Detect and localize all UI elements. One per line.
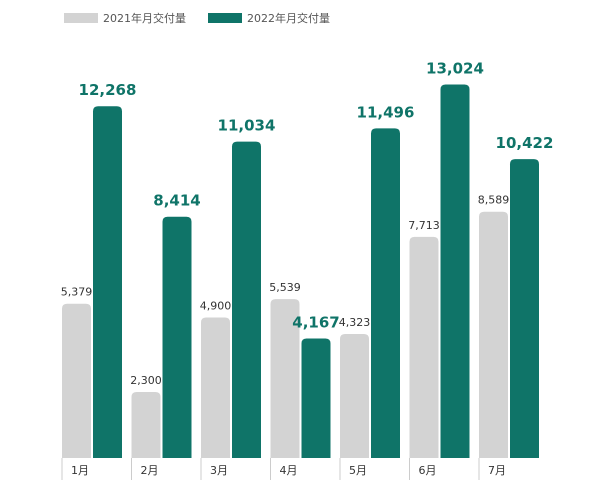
bar-2021 bbox=[131, 392, 161, 458]
data-label-2022: 13,024 bbox=[426, 60, 484, 78]
bar-2021 bbox=[201, 317, 230, 458]
legend-label-1: 2021年月交付量 bbox=[103, 11, 186, 25]
legend: 2021年月交付量 2022年月交付量 bbox=[64, 11, 330, 25]
x-tick-label: 5月 bbox=[349, 464, 367, 477]
data-label-2021: 4,900 bbox=[200, 299, 232, 312]
data-labels: 5,379 2,300 4,900 5,539 4,323 7,713 8,589 12,26… bbox=[61, 60, 554, 388]
bar-2022 bbox=[232, 141, 261, 459]
bar-2022 bbox=[510, 159, 539, 458]
bars bbox=[62, 84, 539, 459]
data-label-2022: 4,167 bbox=[292, 314, 339, 332]
x-tick-label: 6月 bbox=[419, 464, 437, 477]
x-tick-label: 2月 bbox=[141, 464, 159, 477]
bar-2022 bbox=[301, 338, 331, 458]
bar-2021 bbox=[270, 299, 300, 458]
data-label-2022: 11,496 bbox=[357, 103, 415, 121]
bar-2022 bbox=[371, 128, 400, 458]
legend-swatch-2 bbox=[208, 13, 242, 23]
data-label-2021: 2,300 bbox=[130, 374, 162, 387]
data-label-2021: 5,539 bbox=[269, 281, 301, 294]
x-tick-label: 3月 bbox=[210, 464, 228, 477]
bar-2022 bbox=[162, 216, 192, 458]
data-label-2022: 12,268 bbox=[79, 81, 137, 99]
bar-2021 bbox=[409, 236, 439, 458]
bar-2021 bbox=[62, 303, 91, 458]
x-tick-label: 4月 bbox=[280, 464, 298, 477]
bar-2021 bbox=[479, 211, 508, 458]
data-label-2022: 10,422 bbox=[496, 134, 554, 152]
bar-2022 bbox=[93, 106, 122, 459]
category-separators bbox=[61, 458, 480, 480]
data-label-2021: 4,323 bbox=[339, 316, 371, 329]
data-label-2022: 11,034 bbox=[218, 117, 276, 135]
bar-2021 bbox=[340, 334, 369, 458]
data-label-2021: 5,379 bbox=[61, 286, 93, 299]
bar-2022 bbox=[440, 84, 470, 459]
x-axis-tick-labels: 1月 2月 3月 4月 5月 6月 7月 bbox=[71, 464, 506, 477]
data-label-2021: 7,713 bbox=[408, 219, 440, 232]
legend-label-2: 2022年月交付量 bbox=[247, 11, 330, 25]
x-tick-label: 7月 bbox=[488, 464, 506, 477]
data-label-2022: 8,414 bbox=[153, 192, 200, 210]
data-label-2021: 8,589 bbox=[478, 194, 510, 207]
legend-swatch-1 bbox=[64, 13, 98, 23]
x-tick-label: 1月 bbox=[71, 464, 89, 477]
